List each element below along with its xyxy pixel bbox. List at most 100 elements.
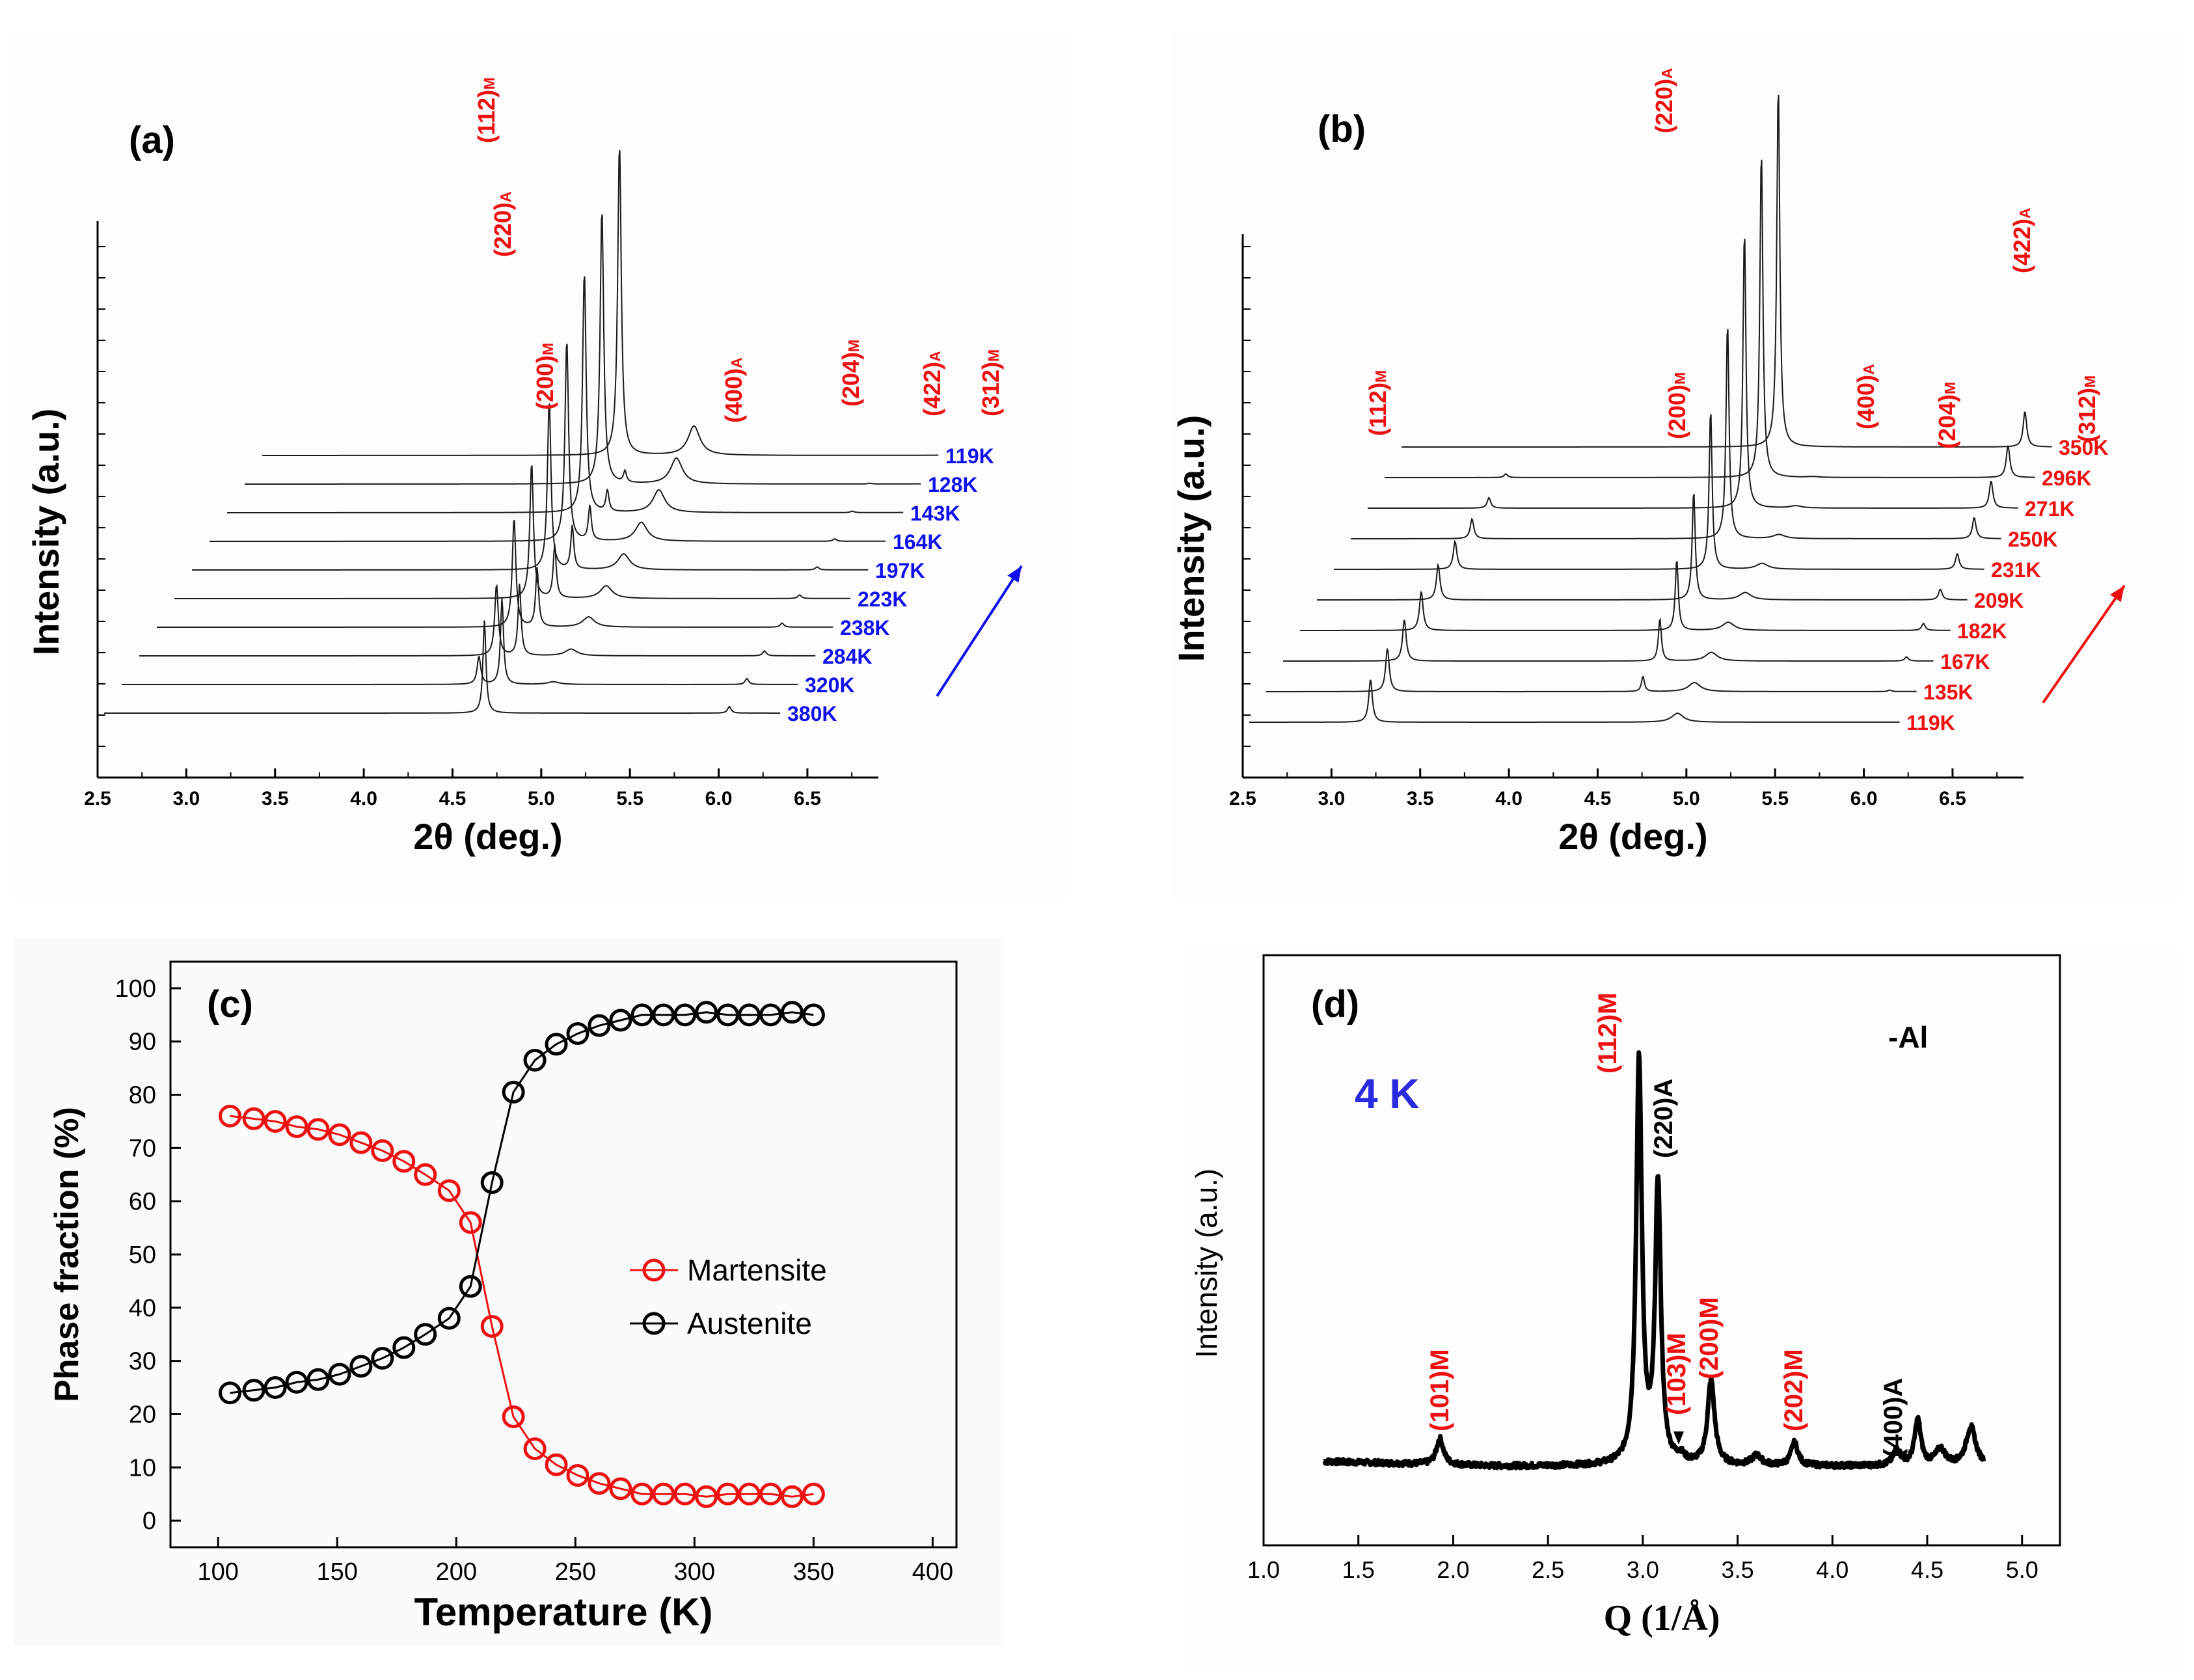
data-point-austenite xyxy=(502,1080,525,1104)
y-axis-label: Intensity (a.u.) xyxy=(25,409,66,656)
temperature-label: 209K xyxy=(1974,589,2024,612)
data-point-martensite xyxy=(242,1107,265,1130)
data-point-austenite xyxy=(609,1009,632,1032)
x-tick-label: 4.0 xyxy=(1495,788,1523,809)
data-point-austenite xyxy=(285,1370,308,1394)
temperature-label: 164K xyxy=(893,530,943,554)
x-tick-label: 4.0 xyxy=(350,788,377,809)
data-point-martensite xyxy=(652,1482,675,1506)
peak-label: (204)M xyxy=(1934,382,1960,449)
y-axis-label: Phase fraction (%) xyxy=(48,1107,86,1402)
data-point-martensite xyxy=(630,1482,654,1506)
data-point-austenite xyxy=(652,1003,675,1027)
y-tick-label: 20 xyxy=(129,1401,156,1428)
y-axis-label: Intensity (a.u.) xyxy=(1189,1169,1223,1358)
xrd-trace xyxy=(174,465,851,599)
x-tick-label: 200 xyxy=(436,1558,477,1586)
data-point-martensite xyxy=(716,1482,740,1506)
x-tick-label: 2.5 xyxy=(84,788,111,809)
peak-label: (400)A xyxy=(1879,1378,1908,1457)
peak-label: (101)M xyxy=(1426,1349,1454,1431)
data-point-martensite xyxy=(673,1482,697,1506)
panel-b: 2.5 3.0 3.5 4.0 4.5 5.0 5.5 6.0 6.5 2θ (deg.) Inte… xyxy=(1171,68,2126,857)
x-tick-label: 5.0 xyxy=(1673,788,1700,809)
data-point-martensite xyxy=(306,1118,330,1141)
data-point-martensite xyxy=(392,1150,416,1173)
temperature-label: 271K xyxy=(2025,497,2075,521)
xrd-trace xyxy=(122,598,798,685)
peak-label: (112)M xyxy=(1593,993,1622,1074)
xrd-trace xyxy=(1317,494,1968,601)
data-point-austenite xyxy=(523,1048,547,1072)
x-tick-label: 2.5 xyxy=(1532,1556,1564,1583)
peak-label: (422)A xyxy=(919,351,945,416)
x-tick-label: 150 xyxy=(317,1558,358,1586)
temperature-label: 296K xyxy=(2042,467,2092,490)
xrd-trace xyxy=(1368,238,2018,509)
peak-label: (112)M xyxy=(473,77,500,143)
peak-label: (422)A xyxy=(2009,208,2035,273)
temperature-arrow-head xyxy=(1007,566,1022,583)
xrd-trace xyxy=(157,519,833,628)
y-tick-label: 10 xyxy=(129,1454,156,1482)
x-tick-label: 3.0 xyxy=(173,788,200,809)
data-point-austenite xyxy=(264,1376,287,1400)
data-point-martensite xyxy=(502,1405,525,1429)
x-tick-label: 350 xyxy=(793,1558,834,1586)
x-tick-label: 2.0 xyxy=(1437,1556,1469,1583)
xrd-trace xyxy=(1351,329,2001,539)
temperature-label: 320K xyxy=(805,673,855,697)
data-point-austenite xyxy=(328,1362,351,1386)
panel-title: (b) xyxy=(1318,108,1366,150)
temperature-label: 284K xyxy=(822,645,873,668)
data-point-austenite xyxy=(780,1001,804,1024)
panel-title: (d) xyxy=(1311,983,1359,1025)
data-point-austenite xyxy=(695,1001,718,1024)
data-point-martensite xyxy=(480,1314,504,1338)
x-tick-label: 1.0 xyxy=(1247,1556,1280,1583)
xrd-trace xyxy=(1283,617,1934,662)
peak-label: (200)M xyxy=(1664,372,1690,439)
y-tick-label: 50 xyxy=(129,1241,156,1269)
data-point-martensite xyxy=(738,1482,761,1506)
panel-title: (a) xyxy=(129,119,175,161)
legend-label: Austenite xyxy=(687,1307,812,1340)
temperature-label: 380K xyxy=(787,702,837,725)
y-tick-label: 30 xyxy=(129,1348,156,1375)
plot-frame xyxy=(1262,954,2061,1547)
panel-b-background xyxy=(1171,33,2180,898)
data-point-martensite xyxy=(588,1472,611,1495)
data-point-austenite xyxy=(673,1003,697,1027)
xrd-trace xyxy=(1300,561,1951,631)
x-tick-label: 400 xyxy=(912,1558,953,1586)
xrd-trace xyxy=(1385,159,2035,478)
y-tick-label: 90 xyxy=(129,1029,156,1056)
x-tick-label: 3.5 xyxy=(1407,788,1434,809)
data-point-martensite xyxy=(459,1211,482,1234)
data-point-martensite xyxy=(328,1123,351,1146)
panel-d-background xyxy=(1184,950,2180,1672)
x-tick-label: 2.5 xyxy=(1229,788,1256,809)
data-point-martensite xyxy=(349,1131,373,1154)
data-point-austenite xyxy=(242,1379,265,1402)
data-point-martensite xyxy=(759,1482,782,1506)
peak-label: (312)M xyxy=(977,349,1004,416)
data-point-austenite xyxy=(716,1003,740,1027)
peak-label: (220)A xyxy=(1649,1079,1678,1158)
xrd-trace xyxy=(1266,648,1917,692)
y-axis-label: Intensity (a.u.) xyxy=(1171,415,1212,662)
x-tick-label: 6.0 xyxy=(1850,788,1878,809)
temperature-label: 119K xyxy=(1906,711,1955,735)
panel-title: (c) xyxy=(207,983,253,1025)
panel-d: 1.0 1.5 2.0 2.5 3.0 3.5 4.0 4.5 5.0 Q (1/Å) Intens… xyxy=(1189,954,2061,1638)
x-axis-label: Temperature (K) xyxy=(414,1590,713,1634)
temperature-label: 231K xyxy=(1991,558,2041,582)
data-point-austenite xyxy=(802,1003,825,1027)
data-point-austenite xyxy=(414,1323,437,1346)
x-tick-label: 250 xyxy=(555,1558,596,1586)
data-point-austenite xyxy=(566,1022,589,1045)
data-point-austenite xyxy=(480,1171,504,1195)
data-point-martensite xyxy=(264,1109,287,1133)
x-tick-label: 3.0 xyxy=(1627,1556,1659,1583)
